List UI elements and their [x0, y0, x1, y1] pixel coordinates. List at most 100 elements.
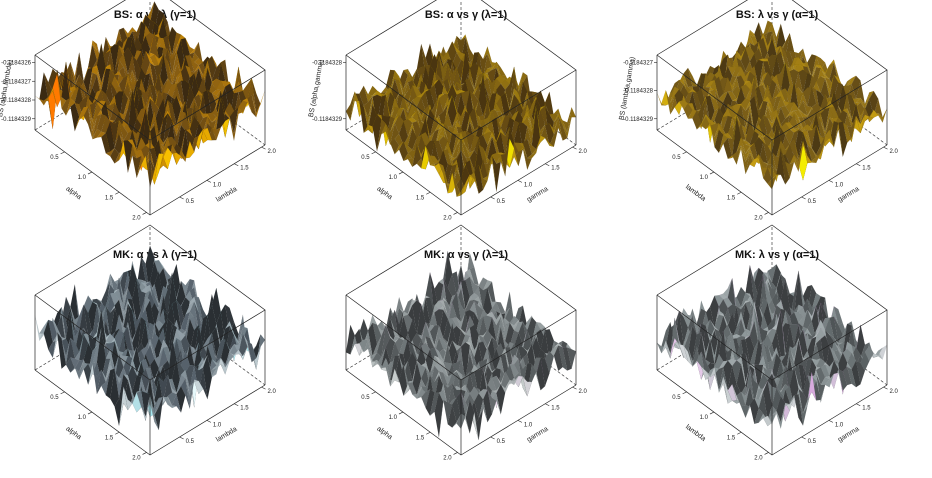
surface-facet — [176, 149, 186, 165]
surface-facet — [202, 127, 213, 141]
y-tick-label: 0.5 — [497, 199, 506, 205]
y-tick-mark — [490, 196, 495, 200]
x-tick-label: 1.0 — [78, 175, 87, 181]
surface-facet — [247, 341, 257, 363]
x-tick-label: 1.0 — [700, 415, 709, 421]
surface-facet — [505, 379, 515, 389]
z-tick-label: -0.1184329 — [312, 117, 343, 123]
x-tick-mark — [682, 391, 687, 395]
surface-facet — [522, 376, 532, 397]
surface-facet — [842, 366, 852, 386]
surface-facet — [163, 147, 173, 170]
x-tick-label: 0.5 — [50, 155, 59, 161]
x-tick-label: 0.5 — [50, 395, 59, 401]
surface-facet — [540, 357, 550, 387]
x-tick-label: 1.5 — [416, 435, 425, 441]
y-tick-label: 0.5 — [186, 439, 195, 445]
y-tick-label: 1.0 — [835, 182, 844, 188]
surface-facet — [491, 393, 501, 415]
y-tick-mark — [234, 163, 239, 166]
y-tick-mark — [856, 403, 861, 406]
panel-2: BS: α vs γ (λ=1) 0.5 1.0 1.5 2.0 0.5 1.0 1.5 2.0… — [308, 0, 588, 221]
y-tick-label: 0.5 — [808, 199, 817, 205]
z-tick-label: -0.1184328 — [312, 61, 343, 67]
y-tick-mark — [234, 403, 239, 406]
surface-facet — [518, 147, 528, 170]
x-tick-label: 1.5 — [727, 435, 736, 441]
chart-title: MK: λ vs γ (α=1) — [735, 249, 819, 261]
panel-6: MK: λ vs γ (α=1) 0.5 1.0 1.5 2.0 0.5 1.0 1.5 2.0… — [656, 224, 899, 461]
y-tick-mark — [856, 163, 861, 166]
x-tick-mark — [87, 411, 93, 415]
x-tick-mark — [115, 191, 120, 195]
surface — [345, 251, 577, 441]
x-tick-mark — [426, 431, 431, 435]
y-tick-mark — [206, 180, 212, 183]
y-tick-label: 2.0 — [579, 389, 588, 395]
x-tick-label: 2.0 — [754, 455, 763, 461]
x-tick-mark — [709, 411, 715, 415]
chart-title: BS: λ vs γ (α=1) — [736, 9, 819, 21]
surface-facet — [536, 135, 546, 150]
x-tick-mark — [764, 212, 769, 215]
x-tick-label: 2.0 — [443, 455, 452, 461]
x-tick-mark — [398, 411, 404, 415]
surface-facet — [807, 371, 817, 401]
z-tick-label: -0.1184327 — [1, 79, 32, 85]
x-tick-label: 2.0 — [443, 215, 452, 221]
surface-facet — [194, 129, 204, 150]
x-tick-mark — [371, 391, 376, 395]
surface-facet — [238, 100, 248, 113]
surface-facet — [851, 115, 861, 142]
surface-facet — [789, 154, 799, 172]
y-tick-mark — [883, 386, 888, 390]
x-tick-label: 0.5 — [361, 395, 370, 401]
y-tick-mark — [828, 180, 834, 183]
x-tick-label: 2.0 — [754, 215, 763, 221]
x-tick-mark — [426, 191, 431, 195]
y-tick-mark — [572, 146, 577, 150]
surface-facet — [776, 405, 786, 429]
x-tick-label: 1.0 — [389, 415, 398, 421]
panel-3: BS: λ vs γ (α=1) 0.5 1.0 1.5 2.0 0.5 1.0 1.5 2.0… — [619, 0, 899, 221]
chart-title: MK: α vs λ (γ=1) — [113, 249, 197, 261]
x-tick-label: 1.0 — [700, 175, 709, 181]
y-tick-label: 1.0 — [524, 422, 533, 428]
surface-facet — [780, 147, 790, 185]
x-tick-label: 2.0 — [132, 455, 141, 461]
x-tick-mark — [737, 431, 742, 435]
surface-facet — [207, 354, 217, 378]
panels: BS: α vs λ (γ=1)0.51.01.52.00.51.01.52.0… — [0, 0, 899, 461]
surface-facet — [838, 121, 848, 157]
y-tick-mark — [517, 420, 523, 423]
z-tick-label: -0.1184328 — [1, 98, 32, 104]
z-tick-label: -0.1184327 — [623, 61, 654, 67]
y-tick-label: 1.0 — [524, 182, 533, 188]
x-tick-mark — [60, 151, 65, 155]
surface-facet — [478, 399, 488, 423]
x-tick-label: 2.0 — [132, 215, 141, 221]
chart-title: BS: α vs γ (λ=1) — [425, 9, 508, 21]
surface-facet — [767, 411, 777, 425]
x-tick-label: 0.5 — [361, 155, 370, 161]
x-tick-mark — [115, 431, 120, 435]
x-tick-label: 1.5 — [105, 195, 114, 201]
x-tick-label: 0.5 — [672, 395, 681, 401]
panel-4: MK: α vs λ (γ=1) 0.5 1.0 1.5 2.0 0.5 1.0 1.5 2.0… — [34, 224, 277, 461]
z-tick-label: -0.1184329 — [623, 117, 654, 123]
y-tick-mark — [801, 196, 806, 200]
y-tick-label: 1.5 — [240, 406, 249, 412]
y-tick-mark — [179, 436, 184, 440]
surface-facet — [149, 394, 159, 431]
surface-facet — [233, 349, 244, 357]
surface-facet — [180, 378, 190, 409]
surface-facet — [794, 145, 804, 172]
surface-facet — [798, 394, 808, 426]
x-tick-mark — [142, 452, 147, 455]
y-tick-label: 1.0 — [213, 422, 222, 428]
y-tick-mark — [517, 180, 523, 183]
surface-facet — [220, 96, 230, 138]
y-tick-label: 1.5 — [862, 406, 871, 412]
surface-facet — [771, 174, 781, 179]
y-tick-label: 1.0 — [213, 182, 222, 188]
